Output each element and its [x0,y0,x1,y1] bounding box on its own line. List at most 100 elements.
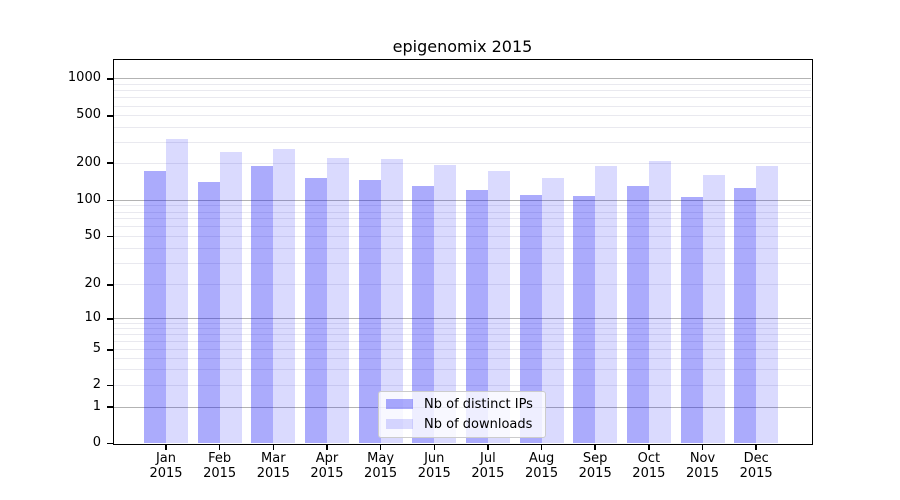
bar-downloads [595,165,618,444]
x-tick-mark [433,445,435,450]
x-tick-mark [379,445,382,450]
legend-row: Nb of downloads [386,416,545,432]
y-tick-mark [106,115,114,117]
legend: Nb of distinct IPs Nb of downloads [378,390,546,438]
x-tick-mark [594,445,596,450]
y-tick-mark [106,349,114,351]
y-tick-label: 1 [92,398,101,414]
bar-distinct-ips [358,180,381,444]
x-tick-label: Oct 2015 [618,451,680,481]
minor-gridline [114,341,811,343]
y-tick-mark [106,162,114,164]
y-tick-label: 20 [84,276,101,292]
y-tick-mark [106,235,114,238]
y-tick-label: 500 [76,107,101,123]
year-label: 2015 [525,466,559,481]
bar-downloads [648,160,671,444]
minor-gridline [114,115,811,117]
y-tick-mark [106,442,114,445]
month-label: Apr [315,451,339,466]
minor-gridline [114,369,811,371]
legend-label: Nb of downloads [424,416,533,432]
month-label: Dec [743,451,769,466]
month-label: Mar [261,451,286,466]
bar-downloads [219,152,242,444]
y-tick-label: 50 [84,227,101,243]
bar-distinct-ips [519,194,542,444]
minor-gridline [114,205,811,207]
x-tick-label: Sep 2015 [564,451,626,481]
y-tick-label: 200 [76,154,101,170]
minor-gridline [114,235,811,237]
x-tick-label: Mar 2015 [242,451,304,481]
bar-distinct-ips [304,177,327,444]
x-tick-label: Jul 2015 [457,451,519,481]
minor-gridline [114,97,811,99]
bar-distinct-ips [144,171,166,444]
bar-downloads [702,175,725,444]
month-label: May [367,451,395,466]
y-tick-mark [106,284,114,286]
bar-downloads [273,148,296,444]
month-label: Aug [528,451,555,466]
year-label: 2015 [310,466,344,481]
minor-gridline [114,90,811,92]
y-tick-mark [106,199,114,202]
legend-swatch-downloads [386,418,413,430]
x-tick-mark [755,445,757,450]
minor-gridline [114,211,811,213]
x-tick-label: Jun 2015 [403,451,465,481]
y-tick-label: 5 [92,341,101,357]
minor-gridline [114,357,811,359]
bar-distinct-ips [734,187,757,444]
minor-gridline [114,141,811,143]
month-label: Oct [637,451,661,466]
bar-downloads [380,159,403,444]
y-tick-mark [106,384,114,387]
legend-label: Nb of distinct IPs [424,396,533,412]
x-tick-mark [218,445,221,450]
minor-gridline [114,247,811,249]
minor-gridline [114,284,811,286]
minor-gridline [114,349,811,351]
bar-distinct-ips [680,197,703,444]
minor-gridline [114,162,811,164]
y-tick-label: 10 [84,310,101,326]
year-label: 2015 [256,466,290,481]
bar-downloads [434,164,457,444]
major-gridline [114,318,811,320]
x-tick-mark [487,445,489,450]
x-tick-mark [326,445,328,450]
minor-gridline [114,83,811,85]
bar-downloads [166,139,188,444]
y-tick-mark [106,318,114,320]
year-label: 2015 [685,466,720,481]
bar-downloads [326,158,349,444]
minor-gridline [114,218,811,220]
y-tick-mark [106,78,114,80]
x-tick-mark [165,445,167,450]
year-label: 2015 [364,466,398,481]
plot-area [114,60,811,444]
year-label: 2015 [417,466,451,481]
x-tick-label: Dec 2015 [725,451,787,481]
y-tick-label: 100 [76,192,101,207]
minor-gridline [114,226,811,228]
bar-distinct-ips [251,165,274,444]
bar-distinct-ips [573,196,596,444]
month-label: Feb [208,451,232,466]
bar-distinct-ips [465,189,488,444]
year-label: 2015 [632,466,666,481]
x-tick-label: Feb 2015 [189,451,251,481]
year-label: 2015 [578,466,612,481]
major-gridline [114,200,811,201]
month-label: Nov [689,451,716,466]
minor-gridline [114,384,811,386]
year-label: 2015 [203,466,237,481]
year-label: 2015 [471,466,505,481]
bar-distinct-ips [197,182,220,444]
minor-gridline [114,323,811,324]
x-tick-mark [540,445,543,450]
chart-title: epigenomix 2015 [392,37,533,56]
